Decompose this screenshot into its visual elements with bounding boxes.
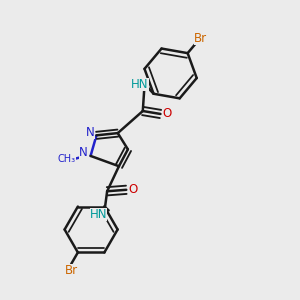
Text: O: O bbox=[162, 107, 172, 121]
Text: HN: HN bbox=[131, 78, 148, 91]
Text: N: N bbox=[79, 146, 88, 160]
Text: CH₃: CH₃ bbox=[58, 154, 76, 164]
Text: Br: Br bbox=[194, 32, 207, 44]
Text: O: O bbox=[128, 183, 137, 196]
Text: HN: HN bbox=[90, 208, 107, 221]
Text: N: N bbox=[86, 126, 95, 139]
Text: Br: Br bbox=[65, 264, 78, 277]
